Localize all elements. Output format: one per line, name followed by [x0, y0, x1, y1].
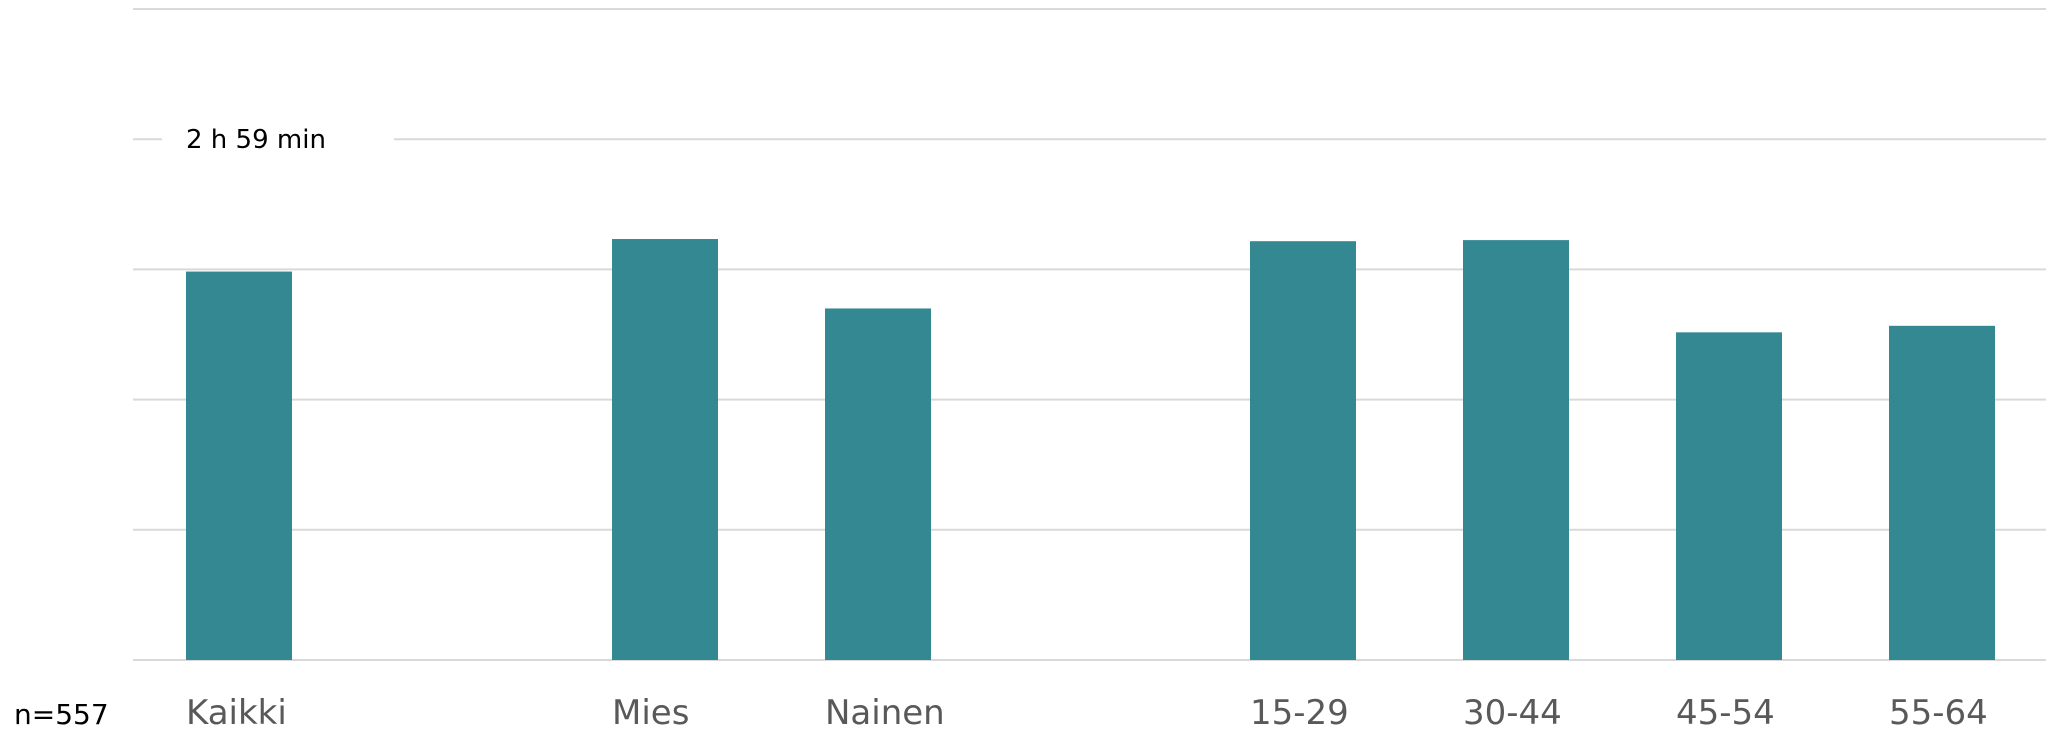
- bar: [825, 308, 931, 660]
- bars: [186, 239, 1995, 661]
- bar: [186, 271, 292, 660]
- bar: [1463, 240, 1569, 661]
- bar: [1676, 332, 1782, 660]
- data-label: 2 h 59 min: [186, 125, 326, 155]
- category-label: Mies: [612, 693, 689, 730]
- category-labels: Kaikki Mies Nainen 15-29 30-44 45-54 55-64: [186, 693, 1988, 730]
- bar: [612, 239, 718, 660]
- category-label: Nainen: [825, 693, 945, 730]
- category-label: Kaikki: [186, 693, 287, 730]
- data-label-background: [162, 119, 394, 160]
- bar: [1889, 325, 1995, 660]
- category-label: 45-54: [1676, 693, 1775, 730]
- data-labels: 2 h 59 min: [162, 119, 394, 160]
- category-label: 55-64: [1889, 693, 1988, 730]
- sample-size-label: n=557: [14, 698, 109, 730]
- category-label: 30-44: [1463, 693, 1562, 730]
- bar: [1250, 241, 1356, 660]
- category-label: 15-29: [1250, 693, 1349, 730]
